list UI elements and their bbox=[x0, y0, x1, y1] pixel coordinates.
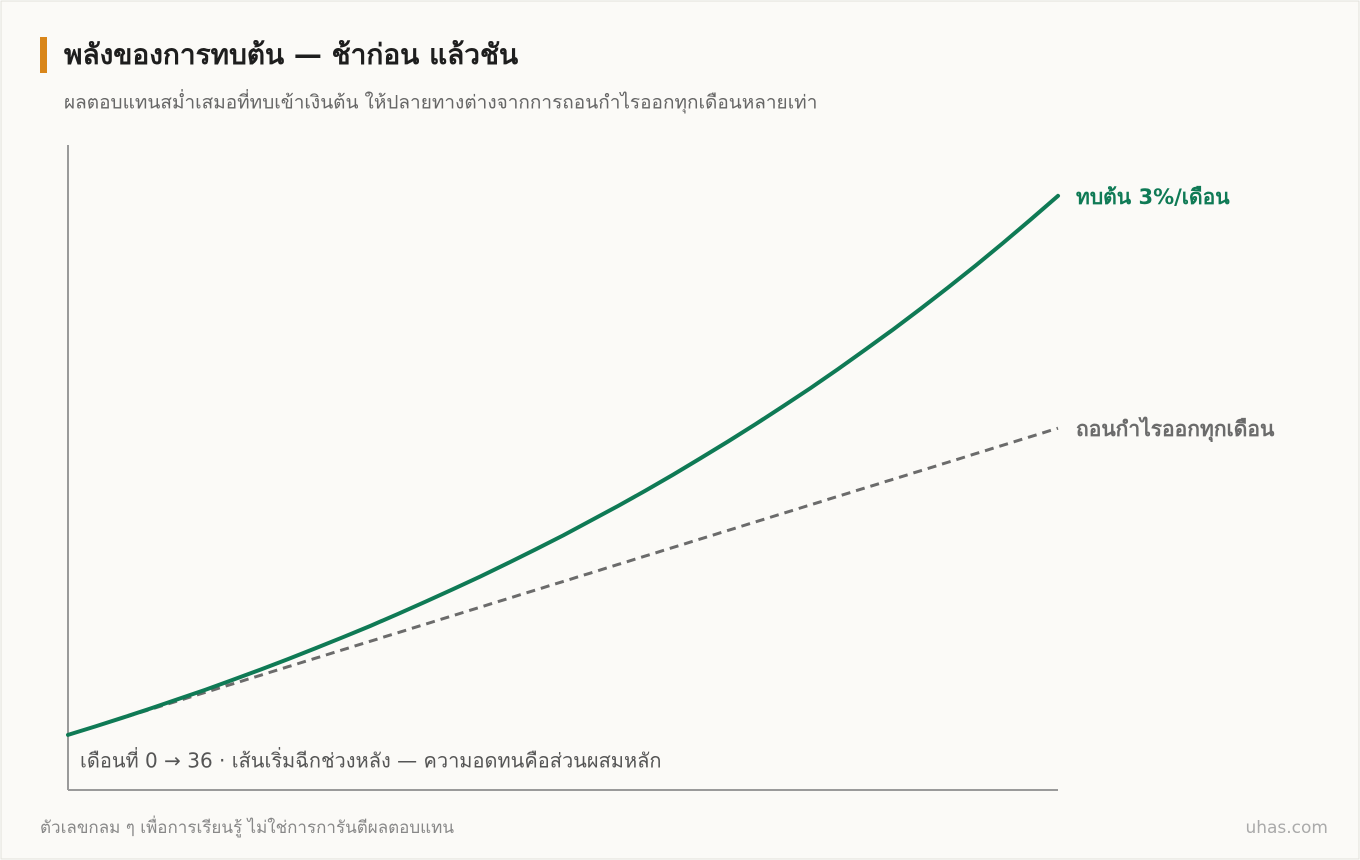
series-label: ทบต้น 3%/เดือน bbox=[1076, 185, 1230, 209]
chart-title: พลังของการทบต้น — ช้าก่อน แล้วชัน bbox=[64, 38, 518, 71]
annotation: เดือนที่ 0 → 36 · เส้นเริ่มฉีกช่วงหลัง —… bbox=[80, 747, 662, 773]
series-label: ถอนกำไรออกทุกเดือน bbox=[1076, 416, 1275, 443]
series-line bbox=[66, 193, 1060, 737]
footnote: ตัวเลขกลม ๆ เพื่อการเรียนรู้ ไม่ใช่การกา… bbox=[40, 815, 454, 838]
chart-subtitle: ผลตอบแทนสม่ำเสมอที่ทบเข้าเงินต้น ให้ปลาย… bbox=[64, 89, 817, 115]
series-line bbox=[67, 426, 1059, 737]
title-accent bbox=[40, 37, 47, 73]
source: uhas.com bbox=[1245, 818, 1328, 838]
